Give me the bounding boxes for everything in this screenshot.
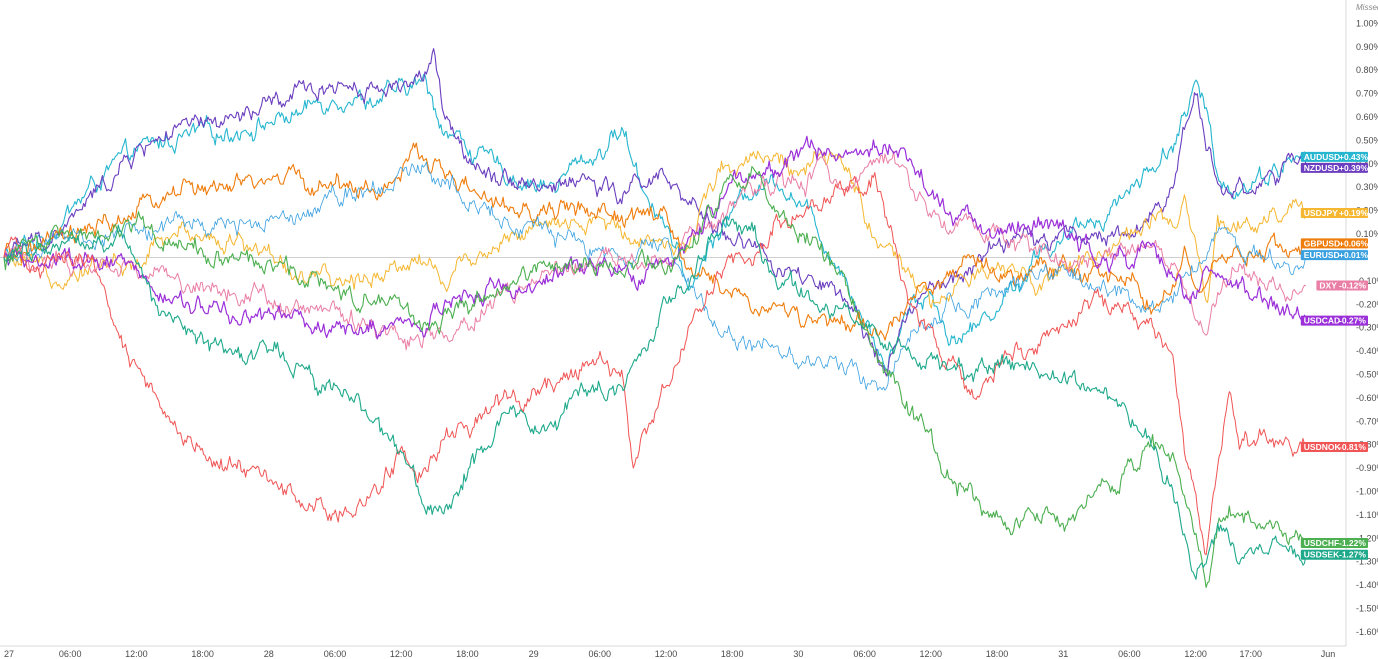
- y-tick-label: -0.90%: [1356, 463, 1378, 473]
- series-tag-value: +0.01%: [1339, 250, 1369, 260]
- y-tick-label: -1.30%: [1356, 557, 1378, 567]
- y-tick-label: -0.30%: [1356, 323, 1378, 333]
- series-tag-value: -0.81%: [1339, 442, 1366, 452]
- series-tag-value: -1.22%: [1339, 538, 1366, 548]
- series-line-eurusd: [3, 161, 1307, 391]
- y-tick-label: 1.00%: [1356, 18, 1378, 28]
- series-line-usdcad: [3, 135, 1307, 340]
- x-tick-label: 18:00: [456, 649, 479, 659]
- series-tag-value: +0.43%: [1339, 152, 1369, 162]
- y-tick-label: 0.10%: [1356, 229, 1378, 239]
- series-tag-usdchf: USDCHF -1.22%: [1300, 538, 1368, 549]
- series-tag-value: -1.27%: [1339, 550, 1366, 560]
- series-tag-eurusd: EURUSD +0.01%: [1300, 250, 1369, 260]
- y-tick-label: 0.30%: [1356, 182, 1378, 192]
- series-tag-name: USDSEK: [1304, 550, 1340, 560]
- y-tick-label: -0.40%: [1356, 346, 1378, 356]
- x-tick-label: Jun: [1321, 649, 1336, 659]
- series-tag-name: USDJPY: [1304, 208, 1338, 218]
- x-tick-label: 28: [264, 649, 274, 659]
- y-tick-label: -0.50%: [1356, 369, 1378, 379]
- x-tick-label: 17:00: [1240, 649, 1263, 659]
- series-tags: AUDUSD+0.43%NZDUSD +0.39% USDJPY +0.19% GBPU…: [1300, 151, 1369, 560]
- series-tag-usdnok: USDNOK-0.81%: [1300, 442, 1368, 453]
- series-line-nzdusd: [3, 48, 1307, 377]
- series-tag-name: USDNOK: [1304, 442, 1342, 452]
- y-tick-label: -0.60%: [1356, 393, 1378, 403]
- x-tick-label: 12:00: [1184, 649, 1207, 659]
- series-tag-name: USDCHF: [1304, 538, 1339, 548]
- y-tick-label: 0.90%: [1356, 42, 1378, 52]
- y-tick-label: 0.80%: [1356, 65, 1378, 75]
- y-tick-label: -1.40%: [1356, 580, 1378, 590]
- series-tag-usdcad: USDCAD-0.27%: [1300, 315, 1368, 326]
- y-tick-label: -1.60%: [1356, 627, 1378, 637]
- x-tick-label: 06:00: [324, 649, 347, 659]
- x-tick-label: 12:00: [390, 649, 413, 659]
- y-tick-label: -0.70%: [1356, 416, 1378, 426]
- series-line-dxy: [3, 150, 1307, 351]
- series-tag-value: +0.06%: [1339, 238, 1369, 248]
- y-tick-label: 0.60%: [1356, 112, 1378, 122]
- x-tick-label: 27: [4, 649, 14, 659]
- y-tick-label: -1.00%: [1356, 487, 1378, 497]
- series-tag-usdsek: USDSEK -1.27%: [1300, 549, 1368, 560]
- x-tick-label: 12:00: [655, 649, 678, 659]
- series-tag-value: +0.39%: [1339, 163, 1369, 173]
- y-tick-label: 0.70%: [1356, 89, 1378, 99]
- scale-label: Missed: [1356, 3, 1378, 12]
- series-tag-name: EURUSD: [1304, 250, 1340, 260]
- x-tick-label: 12:00: [125, 649, 148, 659]
- series-line-usdjpy: [3, 150, 1307, 309]
- y-tick-label: -0.20%: [1356, 299, 1378, 309]
- x-tick-label: 06:00: [1118, 649, 1141, 659]
- series-tag-name: GBPUSD: [1304, 238, 1340, 248]
- series-line-audusd: [3, 74, 1307, 371]
- y-tick-label: 0.50%: [1356, 135, 1378, 145]
- series-tag-name: NZDUSD: [1304, 163, 1339, 173]
- x-tick-label: 06:00: [853, 649, 876, 659]
- series-line-gbpusd: [3, 142, 1307, 341]
- series-tag-gbpusd: GBPUSD+0.06%: [1300, 238, 1369, 249]
- x-tick-label: 06:00: [589, 649, 612, 659]
- y-tick-label: -1.10%: [1356, 510, 1378, 520]
- plot-area: [0, 48, 1346, 589]
- series-tag-nzdusd: NZDUSD +0.39%: [1300, 162, 1369, 173]
- x-tick-label: 31: [1058, 649, 1068, 659]
- series-line-usdnok: [3, 172, 1307, 556]
- series-line-usdsek: [3, 216, 1307, 580]
- series-tag-value: +0.19%: [1339, 208, 1369, 218]
- series-tag-name: USDCAD: [1304, 316, 1340, 326]
- series-tag-value: -0.12%: [1339, 281, 1366, 291]
- y-tick-label: -1.50%: [1356, 604, 1378, 614]
- x-tick-label: 06:00: [59, 649, 82, 659]
- x-tick-label: 18:00: [986, 649, 1009, 659]
- series-tag-audusd: AUDUSD+0.43%: [1300, 151, 1369, 162]
- x-tick-label: 30: [793, 649, 803, 659]
- x-tick-label: 12:00: [920, 649, 943, 659]
- series-tag-usdjpy: USDJPY +0.19%: [1300, 207, 1369, 218]
- series-line-usdchf: [3, 166, 1307, 589]
- x-axis: 27 06:00 12:00 18:00 28 06:00 12:00 18:00 29 06:0…: [4, 649, 1335, 659]
- series-tag-value: -0.27%: [1339, 316, 1366, 326]
- series-tag-name: AUDUSD: [1304, 152, 1340, 162]
- x-tick-label: 29: [529, 649, 539, 659]
- x-tick-label: 18:00: [721, 649, 744, 659]
- x-tick-label: 18:00: [191, 649, 214, 659]
- series-tag-name: DXY: [1319, 281, 1337, 291]
- series-tag-dxy: DXY -0.12%: [1316, 280, 1368, 291]
